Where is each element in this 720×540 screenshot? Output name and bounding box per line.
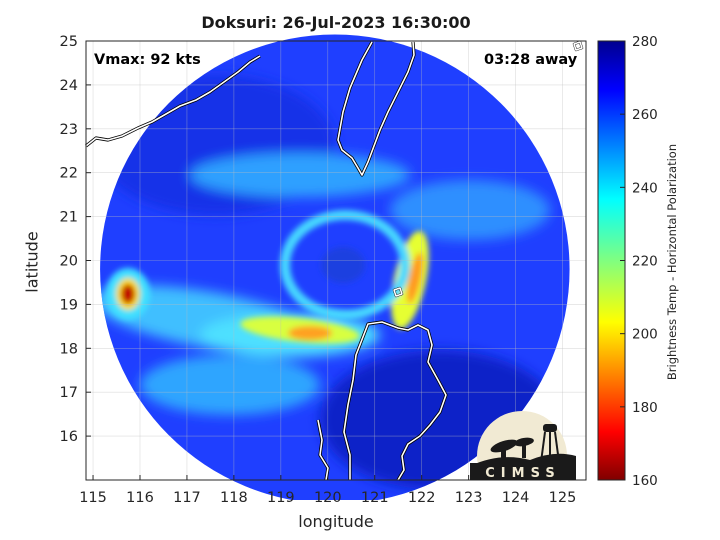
y-tick-label: 21: [60, 210, 78, 226]
cold-cloud-red-core: [121, 284, 135, 304]
x-tick-labels: 115 116 117 118 119 120 121 122 123 124 125: [79, 490, 576, 506]
y-tick-label: 25: [60, 34, 78, 50]
x-tick-label: 115: [79, 490, 107, 506]
swath-cyan-band-east: [390, 180, 550, 240]
vmax-label: Vmax: 92 kts: [94, 52, 201, 68]
x-tick-label: 116: [126, 490, 154, 506]
axes-frame: [85, 40, 587, 481]
x-tick-label: 120: [314, 490, 342, 506]
eye: [321, 247, 365, 283]
x-tick-label: 125: [549, 490, 577, 506]
y-tick-labels: 16 17 18 19 20 21 22 23 24 25: [60, 34, 78, 445]
coastline-northeast-island: [573, 41, 583, 51]
x-tick-label: 122: [408, 490, 436, 506]
y-tick-label: 24: [60, 78, 78, 94]
y-tick-label: 18: [60, 341, 78, 357]
x-tick-label: 124: [502, 490, 530, 506]
y-tick-label: 20: [60, 254, 78, 270]
x-tick-label: 123: [455, 490, 483, 506]
logo-text: CIMSS: [485, 466, 560, 481]
x-tick-label: 121: [361, 490, 389, 506]
logo-dish-left: [490, 439, 518, 460]
coastlines: [85, 40, 584, 481]
logo-band: [470, 463, 576, 480]
logo-dish-right: [514, 437, 534, 458]
colorbar-tick-label: 200: [632, 327, 658, 343]
colorbar-tick-label: 280: [632, 34, 658, 50]
colorbar-ticks: 160 180 200 220 240 260 280: [620, 34, 658, 489]
x-tick-label: 118: [220, 490, 248, 506]
y-tick-label: 19: [60, 297, 78, 313]
coastline-batanes-island: [393, 287, 403, 297]
swath-cyan-south: [140, 355, 320, 415]
cimss-logo: CIMSS: [470, 411, 576, 481]
coastline-luzon: [343, 321, 447, 481]
y-tick-label: 23: [60, 122, 78, 138]
time-away-label: 03:28 away: [484, 52, 578, 68]
y-tick-label: 17: [60, 385, 78, 401]
colorbar-tick-label: 220: [632, 254, 658, 270]
x-tick-label: 117: [173, 490, 201, 506]
x-tick-label: 119: [267, 490, 295, 506]
rainband-orange-south: [288, 326, 332, 340]
y-tick-label: 16: [60, 429, 78, 445]
colorbar-tick-label: 240: [632, 180, 658, 196]
y-tick-label: 22: [60, 166, 78, 182]
colorbar-tick-label: 260: [632, 107, 658, 123]
swath-cyan-band-north: [190, 153, 410, 197]
eyewall-orange-east: [407, 252, 423, 304]
swath-edge: [0, 0, 10, 10]
x-axis-label: longitude: [298, 512, 374, 531]
colorbar-label: Brightness Temp - Horizontal Polarizatio…: [665, 143, 679, 381]
coastline-taiwan: [337, 41, 415, 176]
colorbar-tick-label: 160: [632, 473, 658, 489]
y-axis-label: latitude: [22, 231, 42, 293]
coastline-luzon-south-inlet: [317, 419, 329, 481]
coastline-china: [85, 55, 261, 147]
eyewall-cyan-ring: [280, 210, 410, 320]
chart-title: Doksuri: 26-Jul-2023 16:30:00: [201, 13, 471, 32]
colorbar-tick-label: 180: [632, 400, 658, 416]
